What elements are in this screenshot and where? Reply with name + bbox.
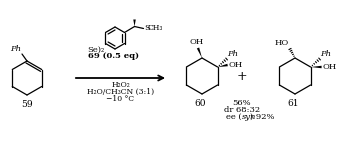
Polygon shape (310, 66, 322, 68)
Text: syn: syn (242, 113, 256, 121)
Text: −10 °C: −10 °C (106, 95, 135, 103)
Text: ee (: ee ( (227, 113, 242, 121)
Text: dr 68:32: dr 68:32 (224, 106, 260, 114)
Text: H₂O₂: H₂O₂ (111, 81, 130, 89)
Text: +: + (237, 70, 247, 83)
Polygon shape (218, 64, 228, 67)
Text: OH: OH (190, 38, 204, 46)
Text: CH₃: CH₃ (148, 24, 164, 32)
Text: OH: OH (323, 63, 337, 71)
Text: Ph: Ph (10, 45, 21, 53)
Text: Ph: Ph (321, 50, 332, 58)
Text: 60: 60 (194, 99, 206, 108)
Text: OH: OH (229, 61, 243, 69)
Text: 56%: 56% (233, 99, 251, 107)
Text: 69 (0.5 eq): 69 (0.5 eq) (87, 51, 139, 59)
Text: S: S (144, 24, 150, 32)
Text: Se)₂: Se)₂ (87, 46, 104, 54)
Text: 61: 61 (287, 99, 299, 108)
Polygon shape (197, 48, 202, 58)
Text: H₂O/CH₃CN (3:1): H₂O/CH₃CN (3:1) (87, 88, 154, 96)
Polygon shape (133, 20, 136, 27)
Text: 59: 59 (21, 100, 33, 109)
Text: HO: HO (275, 39, 289, 47)
Text: Ph: Ph (228, 50, 239, 58)
Text: ) 92%: ) 92% (251, 113, 275, 121)
